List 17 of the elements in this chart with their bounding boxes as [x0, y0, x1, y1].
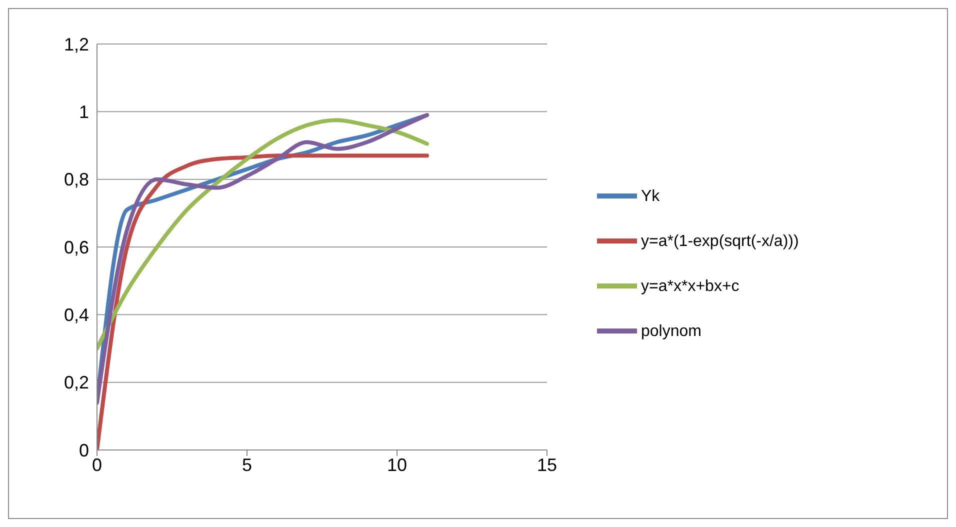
line-series [97, 154, 429, 450]
y-tick-label: 0,6 [64, 237, 89, 258]
x-tick-label: 15 [536, 454, 558, 475]
y-tick-label: 0 [78, 440, 89, 460]
legend-label: y=a*x*x+bx+c [641, 278, 740, 294]
legend-label: Yk [641, 188, 660, 204]
legend-label: polynom [641, 322, 702, 340]
x-tick-label: 10 [386, 454, 408, 475]
y-tick-label: 1 [78, 102, 89, 122]
y-tick-label: 0,4 [64, 305, 89, 326]
legend-label: y=a*(1-exp(sqrt(-x/a))) [641, 232, 799, 250]
x-tick-label: 0 [92, 454, 102, 475]
y-tick-label: 0,2 [64, 372, 89, 393]
y-tick-label: 0,8 [64, 170, 89, 190]
y-tick-label: 1,2 [64, 34, 89, 54]
line-series [97, 118, 429, 350]
x-tick-label: 5 [242, 454, 252, 475]
